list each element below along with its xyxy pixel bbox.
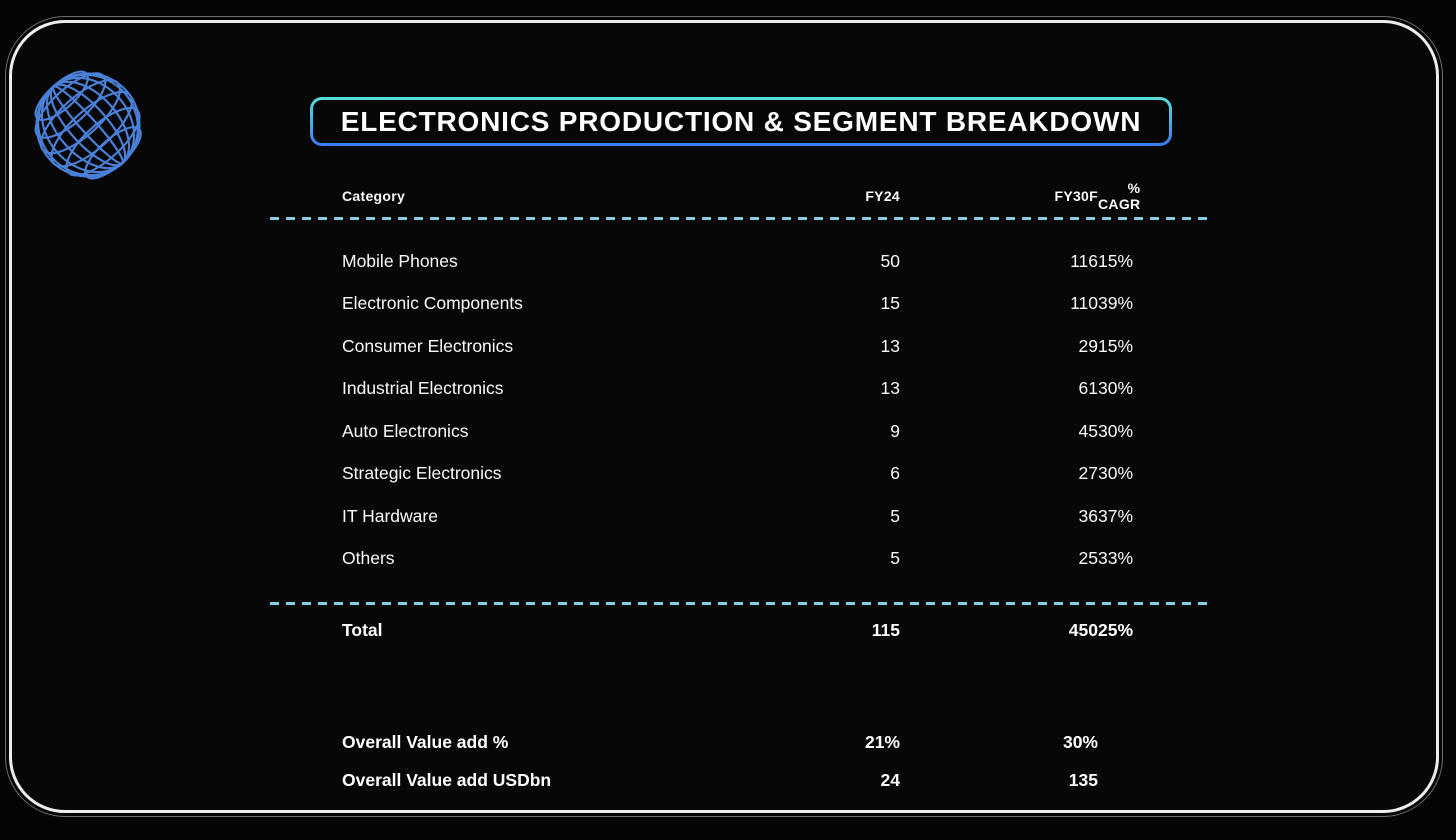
cell-category: Auto Electronics [342,420,469,441]
column-header-fy30f: FY30F [1054,188,1098,204]
table-row: Others 5 25 33% [270,538,1210,581]
cell-category: Mobile Phones [342,250,458,271]
table-header-row: Category FY24 FY30F % CAGR [270,175,1210,217]
cell-cagr: 39% [1098,293,1134,314]
column-header-category: Category [342,188,406,204]
cell-category: Strategic Electronics [342,463,502,484]
table-row: Strategic Electronics 6 27 30% [270,453,1210,496]
cell-fy24: 9 [890,420,900,441]
cell-fy30f: 27 [1078,463,1098,484]
cell-fy24: 50 [880,250,900,271]
cell-fy24: 6 [890,463,900,484]
summary-label: Overall Value add % [342,731,509,752]
table-row: Auto Electronics 9 45 30% [270,410,1210,453]
summary-row-value-add-pct: Overall Value add % 21% 30% [270,723,1210,761]
cell-category: Consumer Electronics [342,335,514,356]
total-row: Total 115 450 25% [270,605,1210,655]
column-header-cagr: % CAGR [1098,180,1141,212]
spacer [270,655,1210,723]
cell-fy30f: 29 [1078,335,1098,356]
cell-fy30f: 45 [1078,420,1098,441]
summary-row-value-add-usdbn: Overall Value add USDbn 24 135 [270,761,1210,799]
column-header-fy24: FY24 [865,188,900,204]
cell-cagr: 30% [1098,463,1134,484]
total-fy30f: 450 [1068,619,1098,640]
dashed-divider-top [270,217,1210,220]
cell-fy30f: 110 [1070,293,1098,314]
dashed-divider-bottom [270,602,1210,605]
summary-fy24: 24 [880,769,900,790]
cell-category: Electronic Components [342,293,523,314]
cell-cagr: 15% [1098,250,1134,271]
summary-fy30f: 30% [1062,731,1098,752]
cell-fy30f: 25 [1078,548,1098,569]
cell-fy24: 13 [880,335,900,356]
cell-fy24: 13 [880,378,900,399]
total-label: Total [342,619,383,640]
title-frame: ELECTRONICS PRODUCTION & SEGMENT BREAKDO… [310,97,1172,146]
infographic-card: ELECTRONICS PRODUCTION & SEGMENT BREAKDO… [5,16,1443,817]
globe-wireframe-icon [30,65,146,185]
cell-cagr: 30% [1098,378,1134,399]
title-inner: ELECTRONICS PRODUCTION & SEGMENT BREAKDO… [313,100,1169,143]
table-row: Industrial Electronics 13 61 30% [270,368,1210,411]
table-row: Electronic Components 15 110 39% [270,283,1210,326]
cell-category: Industrial Electronics [342,378,504,399]
table-body: Mobile Phones 50 116 15% Electronic Comp… [270,240,1210,580]
table-row: Consumer Electronics 13 29 15% [270,325,1210,368]
cell-fy30f: 116 [1070,250,1098,271]
production-table: Category FY24 FY30F % CAGR Mobile Phones… [270,175,1210,799]
page-title: ELECTRONICS PRODUCTION & SEGMENT BREAKDO… [340,105,1142,137]
total-fy24: 115 [871,619,900,640]
summary-fy24: 21% [864,731,900,752]
cell-cagr: 33% [1098,548,1134,569]
cell-cagr: 30% [1098,420,1134,441]
cell-category: IT Hardware [342,505,438,526]
cell-cagr: 15% [1098,335,1134,356]
total-cagr: 25% [1098,619,1134,640]
cell-category: Others [342,548,395,569]
cell-fy24: 5 [890,548,900,569]
summary-fy30f: 135 [1068,769,1098,790]
summary-label: Overall Value add USDbn [342,769,552,790]
table-row: Mobile Phones 50 116 15% [270,240,1210,283]
cell-fy30f: 61 [1078,378,1098,399]
spacer [270,580,1210,602]
cell-fy24: 5 [890,505,900,526]
table-row: IT Hardware 5 36 37% [270,495,1210,538]
cell-fy30f: 36 [1078,505,1098,526]
cell-fy24: 15 [880,293,900,314]
cell-cagr: 37% [1098,505,1134,526]
